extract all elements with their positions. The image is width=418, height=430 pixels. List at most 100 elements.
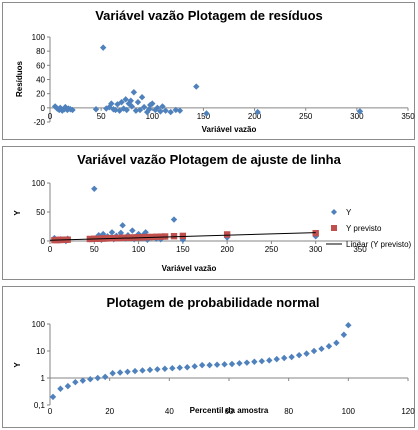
x-tick-label: 300 (309, 245, 323, 254)
data-point (122, 96, 129, 103)
y-tick-label: 50 (36, 208, 45, 217)
data-point (114, 101, 121, 108)
data-point (72, 378, 79, 386)
x-tick-label: 20 (105, 407, 114, 416)
data-point (92, 106, 100, 113)
data-point (51, 103, 59, 110)
data-point (124, 368, 131, 375)
x-tick-label: 250 (265, 245, 279, 254)
y-tick-label: 0,1 (34, 401, 46, 410)
y-tick-label: 0 (41, 237, 46, 246)
x-tick-label: 60 (225, 407, 234, 416)
x-tick-label: 100 (342, 407, 356, 416)
data-point (162, 107, 169, 114)
data-point (258, 357, 266, 365)
residual-plot-panel: Variável vazão Plotagem de resíduos -20 0 2… (2, 2, 415, 140)
data-point (99, 44, 107, 51)
x-tick-label: 40 (165, 407, 174, 416)
data-point (295, 351, 303, 359)
data-point (221, 361, 228, 368)
data-point (119, 222, 126, 229)
chart-title: Variável vazão Plotagem de resíduos (95, 8, 323, 23)
y-tick-label: 0 (41, 104, 46, 113)
data-point (170, 216, 178, 223)
data-point (94, 374, 101, 382)
data-point (117, 229, 125, 237)
data-point (213, 361, 221, 368)
data-point (64, 382, 72, 390)
legend-label: Y previsto (346, 224, 382, 233)
y-tick-label: 20 (36, 90, 45, 99)
line-fit-plot-panel: Variável vazão Plotagem de ajuste de lin… (2, 146, 415, 280)
data-point (146, 106, 153, 113)
data-point (206, 361, 213, 369)
y-tick-label: -20 (33, 118, 45, 127)
data-point (49, 393, 57, 401)
x-axis-label: Variável vazão (202, 125, 257, 134)
normal-probability-plot-panel: Plotagem de probabilidade normal 0,1 1 10 10… (2, 286, 415, 428)
data-point (91, 185, 98, 192)
legend-label: Y (346, 208, 352, 217)
chart-title: Variável vazão Plotagem de ajuste de lin… (77, 152, 341, 167)
data-point (157, 108, 164, 115)
y-tick-label: 100 (32, 179, 46, 188)
data-point (203, 110, 210, 117)
data-point (108, 100, 115, 107)
data-point (273, 355, 280, 363)
data-point (152, 106, 159, 114)
data-point (57, 385, 64, 392)
data-point (79, 377, 87, 384)
data-point (116, 369, 124, 376)
data-point (345, 322, 352, 329)
data-point (154, 104, 161, 112)
y-tick-label: 100 (32, 33, 46, 42)
legend-label: Linear (Y previsto) (346, 240, 412, 249)
data-point (146, 366, 154, 374)
data-point (243, 359, 251, 366)
data-point (131, 367, 139, 375)
y-tick-label: 40 (36, 76, 45, 85)
x-tick-label: 0 (48, 112, 53, 121)
x-tick-label: 80 (284, 407, 293, 416)
data-point (134, 98, 142, 106)
data-point (109, 370, 116, 377)
data-point (116, 107, 123, 114)
data-point (123, 106, 130, 114)
y-tick-label: 80 (36, 47, 45, 56)
x-tick-label: 0 (48, 407, 53, 416)
data-point (149, 100, 156, 107)
data-point (176, 107, 184, 114)
data-point (136, 106, 144, 114)
data-point (333, 339, 340, 347)
data-point (138, 94, 146, 101)
x-tick-label: 150 (176, 245, 190, 254)
x-tick-label: 350 (401, 112, 415, 121)
data-point (129, 227, 136, 234)
residual-plot: Variável vazão Plotagem de resíduos-2002… (15, 8, 415, 134)
x-tick-label: 200 (248, 112, 262, 121)
data-point (228, 360, 236, 368)
data-point (191, 363, 198, 370)
data-point (161, 365, 169, 372)
y-axis-label: Y (13, 210, 22, 216)
data-point (172, 106, 180, 114)
data-point (69, 106, 76, 114)
data-point (128, 103, 136, 110)
data-point (59, 107, 66, 114)
data-point (118, 98, 125, 106)
chart-title: Plotagem de probabilidade normal (106, 295, 319, 310)
y-tick-label: 60 (36, 61, 45, 70)
data-point (169, 365, 176, 372)
data-point (120, 105, 127, 112)
data-point (127, 97, 135, 104)
x-tick-label: 250 (299, 112, 313, 121)
data-point (159, 103, 166, 110)
y-tick-label: 100 (32, 320, 46, 329)
data-point-predicted (223, 231, 231, 238)
data-point (139, 367, 146, 374)
data-point (184, 364, 191, 371)
x-tick-label: 100 (132, 245, 146, 254)
data-point (303, 350, 310, 357)
data-point (154, 366, 161, 373)
x-tick-label: 0 (48, 245, 53, 254)
